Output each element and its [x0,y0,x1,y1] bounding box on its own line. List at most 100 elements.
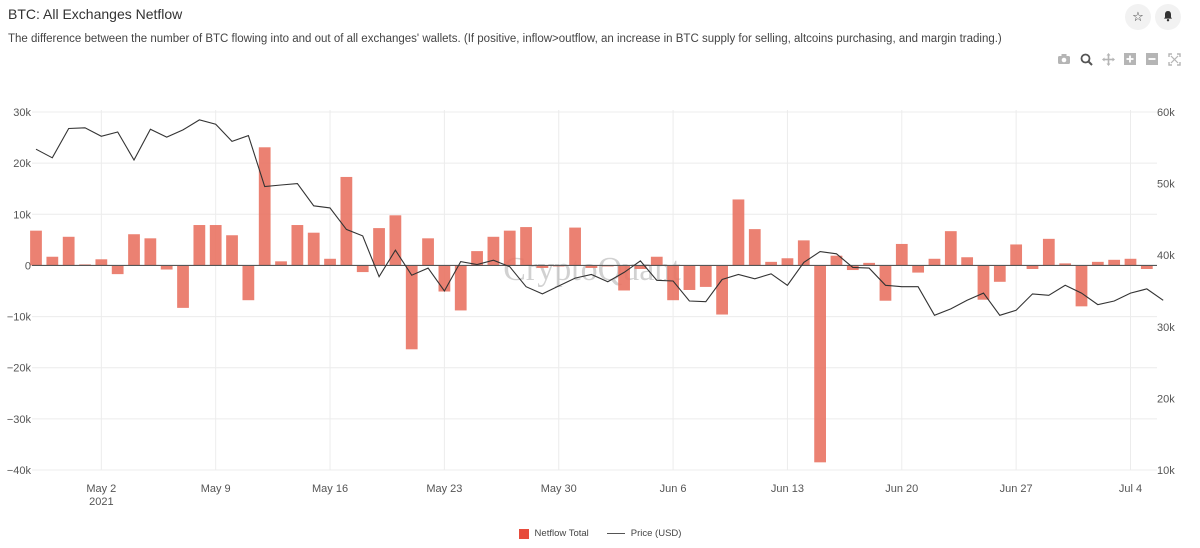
netflow-bar[interactable] [144,238,157,266]
price-line [35,119,1164,316]
netflow-bar[interactable] [944,231,957,266]
netflow-bar[interactable] [242,265,255,301]
netflow-bar[interactable] [258,147,271,266]
netflow-bar[interactable] [585,265,598,268]
zoom-out-icon[interactable] [1144,51,1160,67]
netflow-bar[interactable] [356,265,369,273]
x-tick-label: May 2 [86,483,116,495]
netflow-bar[interactable] [732,199,745,266]
netflow-bar[interactable] [1108,259,1121,266]
netflow-bar[interactable] [128,234,140,266]
netflow-bar[interactable] [226,235,238,266]
netflow-bar[interactable] [95,259,108,266]
netflow-bar[interactable] [699,265,712,287]
netflow-bar[interactable] [814,265,826,463]
netflow-bar[interactable] [193,225,206,266]
legend-netflow-label: Netflow Total [534,528,589,539]
x-tick-label: Jun 27 [1000,483,1033,495]
netflow-bar[interactable] [160,265,173,270]
netflow-bar[interactable] [1026,265,1039,270]
netflow-bar[interactable] [46,256,59,266]
netflow-bar[interactable] [993,265,1006,282]
star-icon: ☆ [1132,9,1144,24]
y-right-tick-label: 20k [1157,393,1175,405]
netflow-bar[interactable] [471,251,483,266]
x-tick-label: May 30 [541,483,577,495]
netflow-bar[interactable] [1075,265,1088,307]
x-tick-sublabel: 2021 [89,496,113,508]
netflow-bar[interactable] [748,229,761,266]
netflow-bar[interactable] [373,228,385,266]
y-left-tick-label: 30k [13,107,31,119]
legend-price-swatch [606,533,625,534]
netflow-bar[interactable] [879,265,892,301]
x-tick-label: Jun 6 [660,483,687,495]
y-right-tick-label: 10k [1157,465,1175,477]
netflow-bar[interactable] [275,261,287,266]
legend-price[interactable]: Price (USD) [606,528,681,539]
pan-icon[interactable] [1100,51,1116,67]
x-tick-label: May 16 [312,483,348,495]
y-left-tick-label: −30k [7,414,32,426]
netflow-bar[interactable] [618,265,630,291]
zoom-in-icon[interactable] [1122,51,1138,67]
netflow-bar[interactable] [781,258,794,266]
netflow-bar[interactable] [438,265,451,292]
camera-icon[interactable] [1056,51,1072,67]
legend-netflow[interactable]: Netflow Total [518,528,589,539]
netflow-bar[interactable] [422,238,434,266]
netflow-bar[interactable] [503,230,516,266]
page-subtitle: The difference between the number of BTC… [8,33,1002,45]
netflow-bar[interactable] [291,225,304,266]
zoom-icon[interactable] [1078,51,1094,67]
netflow-bar[interactable] [830,255,843,266]
netflow-bar[interactable] [30,230,42,266]
netflow-bar[interactable] [634,265,647,270]
netflow-bar[interactable] [912,265,925,273]
netflow-bar[interactable] [324,258,336,266]
netflow-bar[interactable] [977,265,990,300]
y-left-tick-label: 0 [25,260,31,272]
netflow-bar[interactable] [863,262,876,266]
netflow-bar[interactable] [895,243,908,266]
y-left-tick-label: −20k [7,363,32,375]
grid-lines [32,110,1157,471]
netflow-bar[interactable] [765,261,777,266]
netflow-bar[interactable] [1010,244,1023,266]
netflow-bar[interactable] [961,257,974,266]
netflow-bar[interactable] [487,236,500,266]
netflow-bar[interactable] [667,265,679,301]
x-tick-label: Jun 20 [885,483,918,495]
page-title: BTC: All Exchanges Netflow [8,6,183,22]
netflow-bar[interactable] [716,265,728,315]
netflow-bar[interactable] [520,227,532,266]
netflow-bar[interactable] [177,265,189,308]
netflow-bar[interactable] [1042,238,1055,266]
favorite-button[interactable]: ☆ [1125,4,1151,30]
netflow-bar[interactable] [62,236,75,266]
netflow-bar[interactable] [340,176,353,266]
netflow-bar[interactable] [1091,261,1104,266]
netflow-bar[interactable] [1140,265,1153,270]
netflow-bar[interactable] [536,265,549,268]
netflow-bar[interactable] [928,258,941,266]
netflow-bar[interactable] [389,215,402,266]
netflow-bar[interactable] [307,232,320,266]
netflow-bar[interactable] [1124,258,1137,266]
netflow-bar[interactable] [797,240,810,266]
netflow-bar[interactable] [111,265,124,275]
netflow-bar[interactable] [209,225,222,266]
netflow-bar[interactable] [405,265,418,350]
y-right-tick-label: 50k [1157,179,1175,191]
chart-toolbar [1056,51,1182,67]
netflow-bar[interactable] [650,256,663,266]
autoscale-icon[interactable] [1166,51,1182,67]
netflow-bar[interactable] [454,265,467,311]
x-tick-label: May 23 [426,483,462,495]
netflow-bar[interactable] [683,265,696,290]
notification-button[interactable] [1155,4,1181,30]
netflow-bar[interactable] [1059,263,1072,266]
netflow-bar[interactable] [569,227,581,266]
price-series-line[interactable] [35,119,1164,316]
